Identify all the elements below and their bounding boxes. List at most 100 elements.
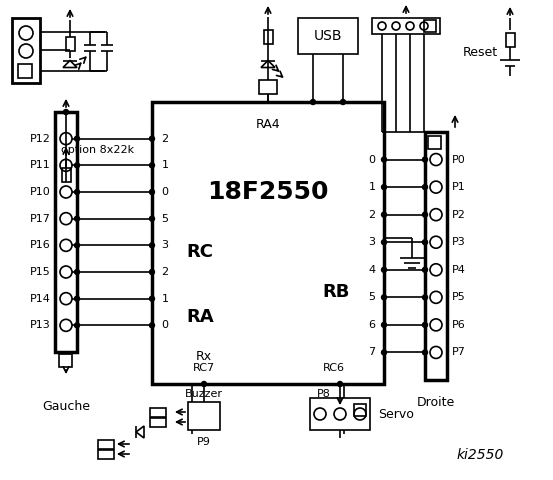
Bar [55,112,77,352]
Text: 3: 3 [368,237,375,247]
Bar [298,18,358,54]
Text: RC6: RC6 [323,363,345,373]
Text: 7: 7 [368,348,375,358]
Text: 3: 3 [161,240,169,251]
Text: 0: 0 [161,320,169,330]
Text: 0: 0 [368,155,375,165]
Circle shape [149,190,154,194]
Text: ki2550: ki2550 [456,448,504,462]
Circle shape [422,185,427,190]
Text: Rx: Rx [196,349,212,362]
Text: Buzzer: Buzzer [185,389,223,399]
Circle shape [149,269,154,275]
Bar [424,20,436,32]
Bar [18,64,32,78]
Circle shape [422,240,427,245]
Text: P3: P3 [452,237,466,247]
Circle shape [201,382,206,386]
Text: RA4: RA4 [255,118,280,131]
Circle shape [422,323,427,327]
Text: P1: P1 [452,182,466,192]
Circle shape [382,323,387,327]
Circle shape [382,350,387,355]
Text: RC7: RC7 [193,363,215,373]
Text: P10: P10 [30,187,51,197]
Text: 1: 1 [368,182,375,192]
Bar [505,33,514,47]
Circle shape [149,243,154,248]
Text: P9: P9 [197,437,211,447]
Circle shape [382,212,387,217]
Bar [61,168,70,182]
Bar [425,132,447,380]
Text: USB: USB [314,29,342,43]
Circle shape [382,157,387,162]
Text: 1: 1 [161,160,169,170]
Bar [259,80,277,94]
Bar [263,30,273,44]
Circle shape [382,185,387,190]
Text: P14: P14 [30,294,51,304]
Circle shape [149,216,154,221]
Text: 2: 2 [161,133,169,144]
Text: P11: P11 [30,160,51,170]
Circle shape [75,296,80,301]
Text: Gauche: Gauche [42,400,90,413]
Bar [428,136,441,149]
Circle shape [382,267,387,272]
Text: P4: P4 [452,265,466,275]
Bar [12,18,40,83]
Circle shape [422,267,427,272]
Text: RA: RA [186,308,214,326]
Text: P8: P8 [317,389,331,399]
Circle shape [75,323,80,328]
Circle shape [75,190,80,194]
Text: RB: RB [322,283,349,301]
Circle shape [422,350,427,355]
Bar [152,102,384,384]
Text: 4: 4 [368,265,375,275]
Circle shape [75,269,80,275]
Circle shape [149,163,154,168]
Text: P12: P12 [30,133,51,144]
Bar [150,418,166,427]
Text: Reset: Reset [463,47,498,60]
Text: P16: P16 [30,240,51,251]
Text: 2: 2 [368,210,375,220]
Bar [98,449,114,458]
Circle shape [149,323,154,328]
Circle shape [75,216,80,221]
Circle shape [149,296,154,301]
Circle shape [422,157,427,162]
Circle shape [341,99,346,105]
Bar [59,354,72,367]
Circle shape [422,295,427,300]
Circle shape [75,136,80,141]
Circle shape [149,136,154,141]
Circle shape [64,109,69,115]
Text: RC: RC [186,243,213,261]
Bar [98,440,114,448]
Text: Droite: Droite [417,396,455,408]
Text: Servo: Servo [378,408,414,420]
Text: 5: 5 [161,214,169,224]
Bar [310,398,370,430]
Bar [354,404,366,416]
Circle shape [382,295,387,300]
Text: 5: 5 [368,292,375,302]
Circle shape [337,382,342,386]
Text: P2: P2 [452,210,466,220]
Circle shape [75,243,80,248]
Text: P6: P6 [452,320,466,330]
Text: 2: 2 [161,267,169,277]
Text: 6: 6 [368,320,375,330]
Bar [372,18,440,34]
Bar [150,408,166,417]
Circle shape [382,240,387,245]
Text: P5: P5 [452,292,466,302]
Text: P7: P7 [452,348,466,358]
Text: 0: 0 [161,187,169,197]
Circle shape [422,212,427,217]
Circle shape [75,163,80,168]
Text: P0: P0 [452,155,466,165]
